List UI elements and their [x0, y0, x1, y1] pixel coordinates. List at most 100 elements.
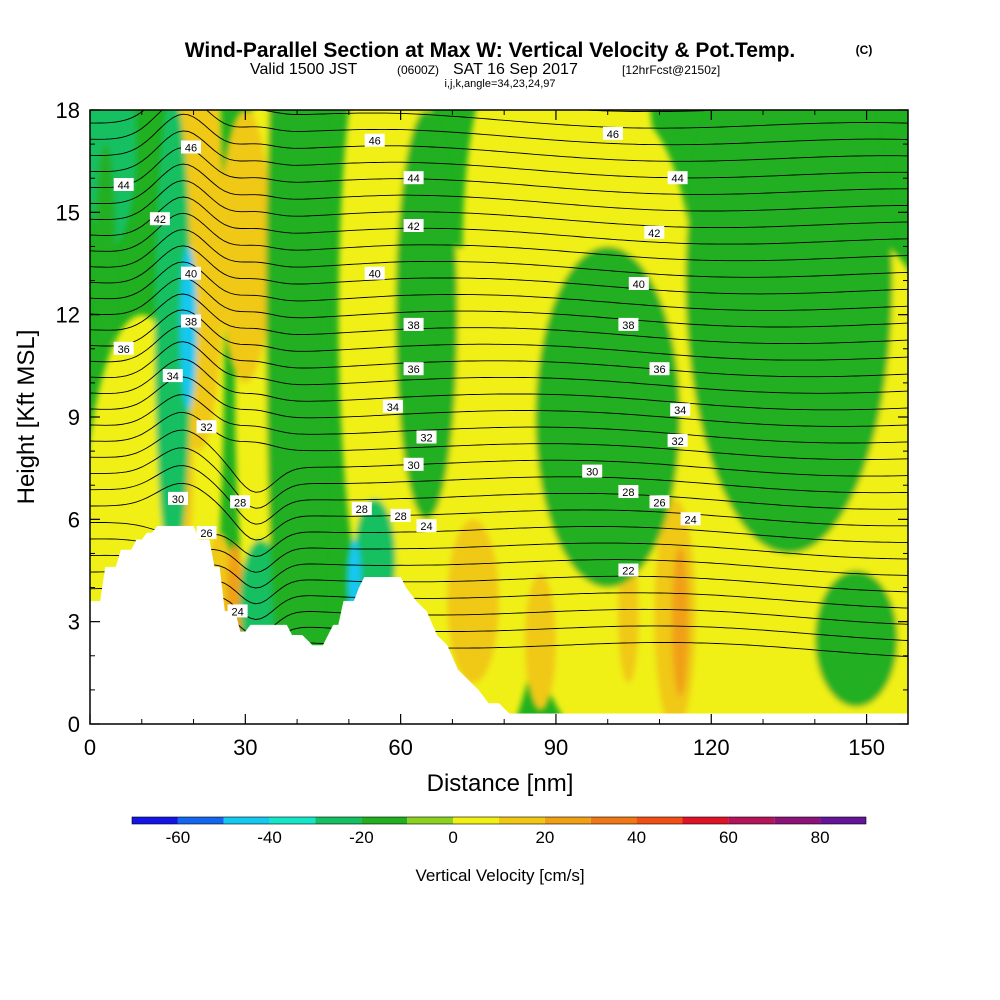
x-tick-label: 120: [693, 735, 730, 760]
theta-label-text: 40: [185, 269, 197, 281]
theta-label-17: 42: [644, 225, 665, 240]
isentrope-line-13: [90, 394, 908, 444]
theta-label-2: 42: [149, 212, 170, 226]
x-tick-label: 90: [544, 735, 568, 760]
theta-label-36: 22: [618, 563, 639, 578]
colorbar-swatch: [544, 817, 591, 824]
isentrope-line-4: [90, 571, 908, 605]
theta-label-7: 32: [196, 420, 217, 434]
colorbar-tick-label: 20: [535, 828, 554, 847]
colorbar-swatch: [636, 817, 683, 824]
colorbar-tick-label: -20: [349, 828, 374, 847]
theta-label-text: 44: [118, 180, 130, 192]
x-tick-label: 30: [233, 735, 257, 760]
isentrope-line-31: [90, 110, 908, 146]
isentrope-line-12: [90, 411, 908, 461]
theta-label-34: 24: [416, 519, 437, 533]
colorbar-tick-label: 40: [627, 828, 646, 847]
theta-label-text: 34: [674, 405, 686, 417]
theta-label-32: 28: [618, 485, 639, 499]
chart-title: Wind-Parallel Section at Max W: Vertical…: [185, 39, 796, 62]
velocity-cell-33: [685, 110, 893, 554]
theta-label-21: 38: [618, 317, 639, 332]
theta-label-text: 24: [684, 514, 696, 526]
isentrope-line-23: [90, 229, 908, 278]
colorbar-swatch: [132, 817, 178, 824]
theta-label-27: 32: [667, 433, 688, 448]
theta-label-14: 44: [403, 171, 424, 185]
isentrope-line-9: [90, 465, 908, 525]
colorbar-swatch: [407, 817, 454, 824]
theta-label-1: 44: [113, 178, 134, 192]
theta-label-16: 42: [403, 219, 424, 233]
theta-label-text: 38: [407, 320, 419, 332]
colorbar-tick-label: 80: [811, 828, 830, 847]
theta-label-26: 32: [416, 430, 437, 445]
velocity-cell-21: [671, 546, 689, 697]
colorbar-label: Vertical Velocity [cm/s]: [415, 866, 584, 885]
isentrope-line-32: [90, 110, 908, 129]
theta-label-text: 44: [407, 173, 419, 185]
theta-label-text: 42: [648, 228, 660, 240]
colorbar-border: [131, 816, 867, 825]
chart-title-tag: (C): [856, 43, 873, 57]
isentrope-line-3: [90, 587, 908, 620]
theta-label-23: 36: [649, 362, 670, 376]
colorbar-swatch: [177, 817, 224, 824]
theta-label-15: 44: [667, 171, 688, 185]
grid-info: i,j,k,angle=34,23,24,97: [444, 78, 555, 90]
theta-label-6: 34: [162, 369, 183, 383]
velocity-cell-29: [95, 144, 116, 349]
theta-label-18: 40: [364, 266, 385, 281]
colorbar-tick-label: -60: [166, 828, 191, 847]
theta-label-11: 24: [227, 604, 248, 618]
theta-label-text: 44: [671, 173, 683, 185]
theta-label-text: 26: [653, 497, 665, 509]
colorbar-swatch: [315, 817, 362, 824]
theta-label-30: 28: [351, 502, 372, 516]
isentrope-line-6: [90, 538, 908, 573]
isentrope-line-7: [90, 521, 908, 557]
isentrope-line-20: [90, 277, 908, 328]
theta-label-text: 36: [407, 364, 419, 376]
theta-label-text: 26: [200, 528, 212, 540]
theta-label-text: 28: [234, 497, 246, 509]
isentrope-line-19: [90, 293, 908, 345]
velocity-cell-25: [180, 246, 197, 411]
velocity-cell-15: [447, 519, 499, 684]
y-axis-label: Height [Kft MSL]: [13, 330, 40, 505]
colorbar: -60 -40 -20 0 20 40 60 80: [131, 816, 867, 847]
y-tick-label: 6: [68, 507, 80, 532]
theta-label-text: 42: [407, 221, 419, 233]
colorbar-swatch: [499, 817, 545, 824]
theta-label-text: 38: [622, 320, 634, 332]
theta-label-text: 22: [622, 566, 634, 578]
theta-label-text: 40: [633, 279, 645, 291]
theta-label-text: 46: [185, 143, 197, 155]
colorbar-swatch: [453, 817, 499, 824]
velocity-cell-30: [266, 110, 329, 724]
x-axis-label: Distance [nm]: [427, 770, 574, 797]
colorbar-swatch: [728, 817, 775, 824]
theta-label-text: 32: [420, 433, 432, 445]
theta-label-33: 26: [649, 495, 670, 509]
isentrope-line-8: [90, 482, 908, 541]
colorbar-swatch: [774, 817, 821, 824]
theta-label-9: 28: [230, 495, 251, 509]
isentrope-line-17: [90, 325, 908, 378]
theta-label-text: 38: [185, 317, 197, 329]
theta-label-text: 40: [369, 269, 381, 281]
theta-label-10: 26: [196, 526, 217, 540]
theta-label-5: 36: [113, 341, 134, 356]
y-tick-label: 3: [68, 610, 80, 635]
isentrope-line-10: [90, 447, 908, 509]
theta-label-text: 46: [607, 129, 619, 141]
theta-label-8: 30: [168, 491, 188, 506]
isentrope-line-14: [90, 376, 908, 427]
y-tick-label: 15: [56, 200, 80, 225]
velocity-cell-17: [524, 573, 556, 711]
colorbar-swatch: [269, 817, 316, 824]
theta-label-4: 38: [181, 314, 201, 329]
